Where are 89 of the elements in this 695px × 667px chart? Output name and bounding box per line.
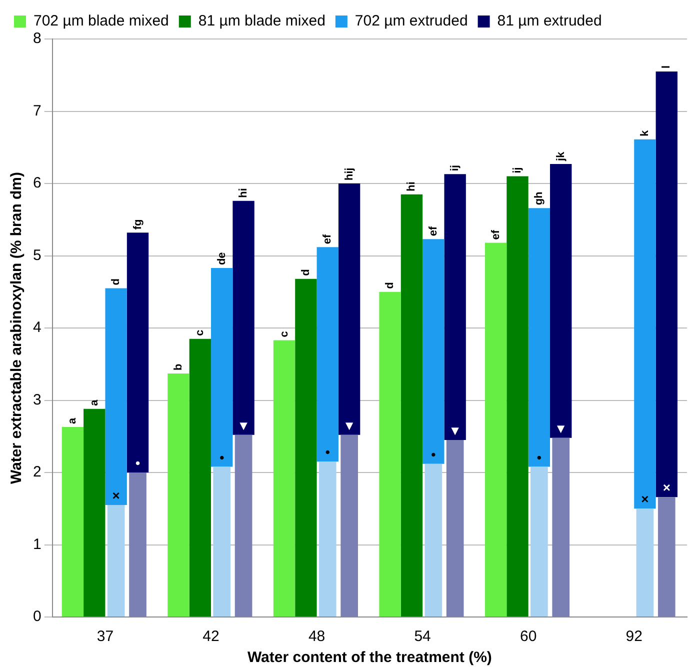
data-label: • — [536, 450, 542, 465]
bar — [552, 438, 570, 616]
legend-label: 702 µm blade mixed — [34, 12, 169, 30]
bar — [530, 466, 548, 616]
data-label: fg — [132, 219, 144, 230]
bar — [634, 139, 656, 509]
data-label: × — [112, 488, 120, 504]
data-label: • — [325, 444, 330, 460]
data-label: hi — [406, 182, 418, 192]
bar — [232, 200, 254, 435]
data-label: hi — [238, 188, 250, 198]
bar — [400, 194, 423, 616]
bar — [506, 176, 528, 616]
y-tick-label: 6 — [33, 174, 42, 192]
y-tick-label: 8 — [33, 30, 42, 48]
x-tick-label: 54 — [414, 628, 431, 646]
bar — [107, 505, 125, 616]
y-tick-label: 3 — [33, 391, 42, 408]
data-label: c — [194, 330, 206, 336]
data-label: jk — [554, 150, 567, 162]
data-label: ef — [322, 234, 334, 244]
data-label: a — [88, 398, 100, 406]
data-label: • — [220, 450, 225, 465]
data-label: k — [638, 129, 651, 136]
bar — [62, 426, 84, 616]
data-label: ▼ — [448, 423, 462, 438]
bar — [338, 184, 360, 435]
data-label: l — [660, 65, 673, 69]
data-label: d — [384, 282, 396, 289]
bar — [484, 242, 507, 616]
data-label: d — [110, 278, 122, 286]
bar — [213, 466, 231, 616]
bar — [656, 72, 678, 498]
data-label: a — [66, 416, 79, 424]
y-axis-title: Water extractable arabinoxylan (% bran dm) — [8, 172, 26, 484]
bar — [444, 174, 466, 440]
bar — [84, 408, 106, 616]
bar — [636, 508, 654, 616]
data-label: • — [135, 456, 140, 471]
data-label: c — [278, 331, 290, 338]
legend-label: 81 µm extruded — [497, 12, 602, 30]
data-label: ij — [449, 164, 462, 172]
bar — [129, 472, 146, 616]
data-label: ef — [490, 230, 502, 240]
bar — [189, 338, 212, 616]
y-tick-label: 2 — [33, 464, 42, 481]
legend-label: 81 µm blade mixed — [198, 12, 326, 30]
data-label: d — [300, 269, 312, 276]
bar — [105, 288, 127, 506]
bar — [550, 164, 572, 438]
bar — [318, 462, 336, 616]
x-tick-label: 92 — [626, 628, 642, 646]
bar — [340, 434, 358, 616]
data-label: × — [662, 480, 671, 496]
bar — [126, 232, 149, 472]
bar — [528, 208, 550, 467]
x-tick-label: 42 — [202, 628, 220, 646]
data-label: ▼ — [342, 418, 356, 434]
x-tick-label: 37 — [96, 628, 114, 646]
bar — [424, 464, 442, 616]
y-tick-label: 0 — [33, 608, 42, 626]
legend-label: 702 µm extruded — [354, 12, 468, 30]
bar — [379, 292, 401, 616]
x-axis-title: Water content of the treatment (%) — [247, 649, 492, 666]
bar — [234, 434, 252, 616]
data-label: de — [216, 252, 228, 266]
bar — [446, 440, 464, 616]
data-label: • — [431, 446, 436, 462]
x-tick-label: 48 — [308, 628, 326, 646]
bar — [211, 268, 233, 467]
data-label: b — [172, 364, 185, 371]
y-tick-label: 7 — [33, 102, 42, 120]
y-tick-label: 4 — [33, 319, 42, 336]
data-label: hij — [343, 168, 356, 180]
bar — [273, 340, 296, 616]
data-label: ef — [427, 226, 440, 236]
data-label: ▼ — [237, 418, 250, 434]
bar — [295, 278, 317, 616]
x-tick-label: 60 — [520, 628, 537, 646]
data-label: gh — [533, 191, 546, 206]
y-tick-label: 1 — [33, 536, 42, 553]
bar — [316, 247, 338, 462]
data-label: ij — [512, 167, 524, 174]
bar — [422, 239, 444, 464]
data-label: × — [641, 492, 650, 507]
bar — [168, 374, 190, 616]
y-tick-label: 5 — [33, 246, 42, 264]
data-label: ▼ — [554, 420, 568, 436]
bar — [658, 497, 676, 616]
